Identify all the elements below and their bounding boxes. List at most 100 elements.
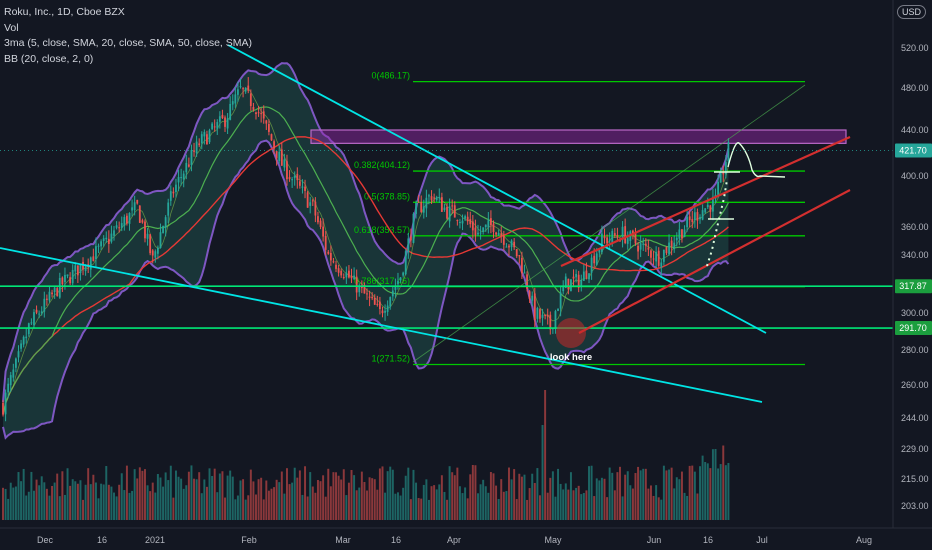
volume-bar (239, 480, 242, 520)
candle-body (64, 274, 66, 283)
candle-body (149, 234, 152, 254)
volume-bar (711, 449, 714, 520)
volume-bar (92, 474, 95, 520)
candle-body (33, 312, 35, 326)
volume-bar (396, 492, 399, 520)
currency-badge[interactable]: USD (896, 5, 926, 19)
volume-bar (629, 485, 632, 520)
candle-body (327, 251, 330, 254)
fib-trend-line (412, 84, 806, 363)
candle-body (332, 261, 335, 263)
candle-body (350, 276, 353, 279)
volume-bar (146, 485, 149, 520)
volume-bar (213, 468, 216, 520)
volume-bar (559, 483, 562, 520)
volume-bar (626, 471, 629, 520)
candle-body (324, 235, 327, 250)
volume-bar (373, 479, 376, 520)
candle-body (438, 197, 441, 199)
candle-body (508, 245, 510, 248)
volume-bar (531, 473, 534, 520)
symbol-title[interactable]: Roku, Inc., 1D, Cboe BZX (4, 6, 125, 18)
candle-body (216, 122, 219, 129)
volume-bar (451, 472, 454, 520)
candle-body (144, 221, 146, 239)
price-tag (895, 321, 932, 336)
candle-body (360, 287, 363, 289)
price-tick-label: 340.00 (901, 250, 929, 260)
volume-bar (391, 469, 394, 520)
candle-body (693, 212, 696, 221)
candle-body (115, 225, 118, 228)
candle-body (415, 203, 417, 214)
volume-bar (600, 477, 603, 520)
volume-bar (198, 472, 201, 520)
volume-bar (500, 479, 503, 520)
volume-bar (487, 492, 490, 520)
candle-body (590, 257, 593, 273)
candle-body (425, 197, 428, 209)
volume-legend[interactable]: Vol (4, 21, 19, 34)
volume-bar (557, 468, 560, 520)
volume-bar (185, 485, 188, 520)
time-tick-label: 16 (97, 535, 107, 545)
candle-body (35, 309, 38, 313)
candle-body (706, 204, 709, 208)
volume-bar (691, 465, 694, 520)
candle-body (466, 216, 469, 222)
candle-body (477, 232, 479, 235)
volume-bar (518, 473, 521, 520)
volume-bar (649, 485, 652, 520)
volume-bar (128, 492, 131, 520)
volume-bar (508, 467, 510, 520)
candle-body (562, 287, 565, 292)
volume-bar (133, 469, 136, 520)
candle-body (681, 229, 683, 239)
candle-body (691, 219, 694, 223)
price-tick-label: 400.00 (901, 171, 929, 181)
candle-body (546, 314, 549, 317)
time-tick-label: Feb (241, 535, 257, 545)
candle-body (533, 293, 536, 321)
candle-body (193, 150, 195, 152)
candle-body (195, 141, 198, 154)
candle-body (384, 310, 386, 313)
candle-body (51, 292, 53, 295)
volume-bar (38, 485, 41, 520)
volume-bar (701, 455, 704, 520)
volume-bar (727, 462, 730, 520)
candle-body (151, 250, 154, 256)
candle-body (381, 310, 384, 314)
candle-body (404, 251, 407, 275)
candle-body (208, 130, 211, 143)
volume-bar (40, 476, 43, 520)
price-tag (895, 143, 932, 158)
trendlines[interactable]: look here (0, 44, 893, 403)
candle-body (12, 369, 15, 378)
candle-body (601, 233, 603, 253)
candle-body (278, 151, 281, 162)
candle-body (169, 191, 172, 201)
price-tick-label: 520.00 (901, 43, 929, 53)
volume-bar (172, 497, 175, 520)
candle-body (650, 250, 652, 258)
candle-body (624, 226, 627, 244)
volume-bar (492, 473, 495, 520)
candle-body (572, 276, 575, 279)
lower-trendline (0, 247, 763, 403)
candle-body (260, 113, 263, 115)
bb-legend[interactable]: BB (20, close, 2, 0) (4, 52, 94, 65)
volume-bar (466, 498, 469, 520)
candle-body (113, 230, 115, 236)
candle-body (430, 196, 433, 201)
candle-body (497, 232, 500, 236)
resistance-zone-box (310, 129, 847, 144)
candle-body (366, 293, 368, 295)
ma-legend[interactable]: 3ma (5, close, SMA, 20, close, SMA, 50, … (4, 37, 253, 49)
fib-level-label: 0.618(353.57) (354, 225, 410, 235)
candle-body (43, 298, 46, 312)
candle-body (2, 402, 4, 415)
volume-bar (35, 479, 38, 520)
volume-bar (613, 490, 616, 520)
